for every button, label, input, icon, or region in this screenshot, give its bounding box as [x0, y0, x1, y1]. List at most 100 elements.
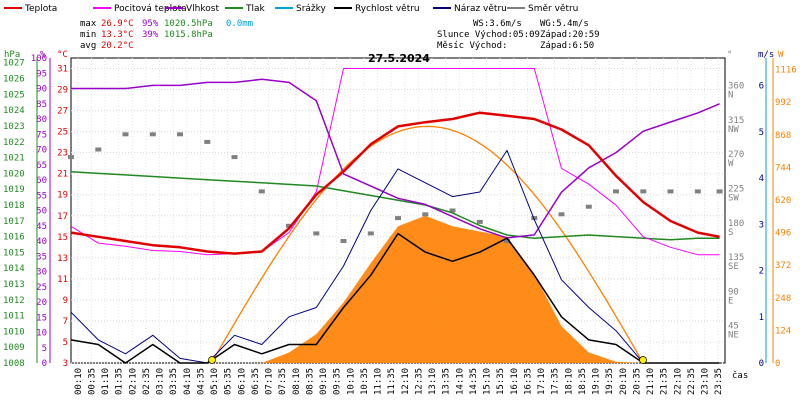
- pressure-tick-label: 1009: [3, 343, 25, 353]
- wind-direction-point: [340, 239, 347, 243]
- solar-radiation-layer: [71, 125, 720, 364]
- humidity-tick-label: 35: [36, 252, 47, 262]
- direction-name-label: SE: [728, 262, 739, 272]
- pressure-tick-label: 1014: [3, 264, 25, 274]
- time-tick-label: 03:10: [156, 368, 166, 395]
- stat-sun-set: Západ:20:59: [540, 30, 600, 40]
- humidity-tick-label: 60: [36, 176, 47, 186]
- humidity-tick-label: 45: [36, 222, 47, 232]
- time-tick-label: 17:35: [551, 368, 561, 395]
- stat-avg-label: avg: [80, 41, 96, 51]
- pressure-tick-label: 1018: [3, 201, 25, 211]
- wind-tick-label: 6: [759, 82, 764, 92]
- wind-direction-point: [95, 147, 102, 152]
- solar-tick-label: 992: [775, 98, 791, 108]
- pressure-tick-label: 1025: [3, 90, 25, 100]
- stats-block: max 26.9°C 95% 1020.5hPa 0.0mm min 13.3°…: [80, 19, 600, 51]
- temp-tick-label: 27: [57, 107, 68, 117]
- time-tick-label: 09:10: [319, 368, 329, 395]
- legend-label-vlhkost: Vlhkost: [186, 4, 219, 14]
- wind-direction-point: [613, 189, 619, 194]
- pressure-tick-label: 1021: [3, 154, 25, 164]
- direction-name-label: E: [728, 296, 733, 306]
- legend-label-tlak: Tlak: [245, 4, 266, 14]
- wind-direction-point: [716, 189, 723, 194]
- solar-tick-label: 372: [775, 261, 791, 271]
- time-tick-label: 12:10: [401, 368, 411, 395]
- axes: 3129272523211917151311975310095908580757…: [3, 54, 797, 395]
- time-tick-label: 18:35: [578, 368, 588, 395]
- stat-max-rain: 0.0mm: [226, 19, 253, 29]
- wind-direction-point: [149, 132, 156, 137]
- time-tick-label: 11:35: [387, 368, 397, 395]
- unit-pct: %: [40, 50, 46, 60]
- pressure-tick-label: 1008: [3, 359, 25, 369]
- pressure-tick-label: 1013: [3, 280, 25, 290]
- wind-direction-point: [313, 231, 320, 236]
- time-tick-label: 07:35: [278, 368, 288, 395]
- wind-direction-point: [476, 219, 483, 224]
- time-tick-label: 02:35: [142, 368, 152, 395]
- pressure-tick-label: 1019: [3, 185, 25, 195]
- wind-direction-point: [640, 189, 647, 194]
- sunrise-marker: [208, 356, 216, 364]
- temp-tick-label: 15: [57, 233, 68, 243]
- time-tick-label: 03:35: [169, 368, 179, 395]
- time-tick-label: 13:35: [442, 368, 452, 395]
- humidity-tick-label: 15: [36, 313, 47, 323]
- wind-tick-label: 2: [759, 267, 764, 277]
- pressure-tick-label: 1015: [3, 248, 25, 258]
- series-line-náraz-větru: [70, 149, 720, 364]
- humidity-tick-label: 85: [36, 100, 47, 110]
- humidity-tick-label: 80: [36, 115, 47, 125]
- time-tick-label: 19:35: [605, 368, 615, 395]
- stat-max-temp: 26.9°C: [101, 19, 134, 29]
- humidity-tick-label: 65: [36, 161, 47, 171]
- temp-tick-label: 21: [57, 170, 68, 180]
- pressure-tick-label: 1027: [3, 59, 25, 69]
- time-tick-label: 15:10: [483, 368, 493, 395]
- series-line-pocitová-teplota: [70, 68, 720, 256]
- time-tick-label: 12:35: [414, 368, 424, 395]
- time-tick-label: 07:10: [265, 368, 275, 395]
- direction-name-label: W: [728, 159, 734, 169]
- wind-direction-point: [504, 239, 510, 243]
- wind-direction-point: [531, 216, 538, 221]
- wind-tick-label: 3: [759, 220, 764, 230]
- time-tick-label: 20:10: [619, 368, 629, 395]
- direction-name-label: N: [728, 91, 733, 101]
- temp-tick-label: 29: [57, 86, 68, 96]
- direction-deg-label: 360: [728, 82, 744, 92]
- time-tick-label: 00:10: [74, 368, 84, 395]
- time-tick-label: 21:10: [646, 368, 656, 395]
- stat-min-hum: 39%: [142, 30, 159, 40]
- wind-direction-point: [449, 208, 456, 213]
- humidity-tick-label: 0: [42, 359, 47, 369]
- humidity-tick-label: 100: [31, 54, 47, 64]
- series-line-tlak: [70, 171, 720, 241]
- temp-tick-label: 5: [63, 338, 68, 348]
- solar-tick-label: 868: [775, 131, 791, 141]
- series-line-teplota: [70, 111, 720, 255]
- direction-deg-label: 90: [728, 287, 739, 297]
- time-tick-label: 10:35: [360, 368, 370, 395]
- time-tick-label: 01:35: [115, 368, 125, 395]
- solar-tick-label: 496: [775, 229, 791, 239]
- unit-w: W: [778, 50, 784, 60]
- time-tick-label: 08:10: [292, 368, 302, 395]
- direction-deg-label: 270: [728, 150, 744, 160]
- legend-label-smer: Směr větru: [528, 4, 578, 14]
- stat-max-press: 1020.5hPa: [164, 19, 213, 29]
- time-tick-label: 06:10: [237, 368, 247, 395]
- direction-name-label: NE: [728, 331, 739, 341]
- wind-direction-point: [395, 216, 401, 221]
- stat-min-label: min: [80, 30, 96, 40]
- legend-label-rychlost: Rychlost větru: [355, 4, 420, 14]
- unit-ms: m/s: [758, 50, 774, 60]
- unit-degc: °C: [57, 50, 68, 60]
- pressure-tick-label: 1020: [3, 169, 25, 179]
- time-tick-label: 16:35: [523, 368, 533, 395]
- temp-tick-label: 11: [57, 275, 68, 285]
- stat-moon-set: Západ:6:50: [540, 41, 594, 51]
